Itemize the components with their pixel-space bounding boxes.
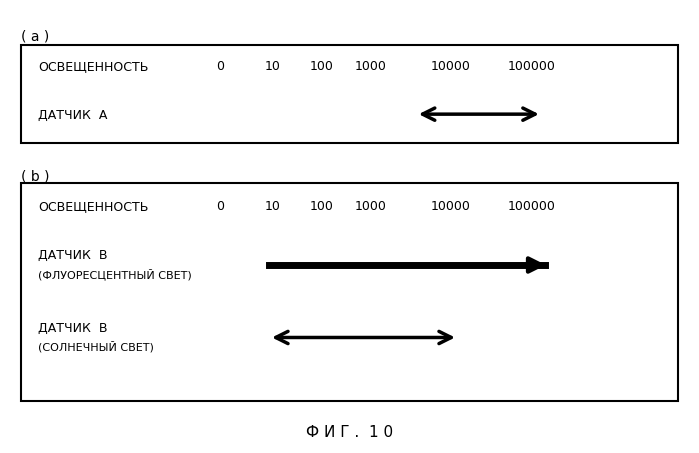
Text: 100: 100	[310, 60, 333, 73]
Text: ДАТЧИК  А: ДАТЧИК А	[38, 109, 108, 122]
Text: ОСВЕЩЕННОСТЬ: ОСВЕЩЕННОСТЬ	[38, 60, 149, 73]
Text: ОСВЕЩЕННОСТЬ: ОСВЕЩЕННОСТЬ	[38, 200, 149, 212]
Text: Ф И Г .  1 0: Ф И Г . 1 0	[306, 425, 393, 440]
Text: 1000: 1000	[354, 200, 387, 212]
Text: (СОЛНЕЧНЫЙ СВЕТ): (СОЛНЕЧНЫЙ СВЕТ)	[38, 341, 154, 352]
FancyBboxPatch shape	[21, 45, 678, 143]
Text: 10000: 10000	[431, 200, 471, 212]
Text: 1000: 1000	[354, 60, 387, 73]
Text: 100000: 100000	[507, 200, 555, 212]
FancyBboxPatch shape	[21, 183, 678, 401]
Text: (ФЛУОРЕСЦЕНТНЫЙ СВЕТ): (ФЛУОРЕСЦЕНТНЫЙ СВЕТ)	[38, 268, 192, 280]
Text: 10000: 10000	[431, 60, 471, 73]
Text: ДАТЧИК  В: ДАТЧИК В	[38, 322, 108, 335]
Text: ( b ): ( b )	[21, 170, 50, 184]
Text: 100: 100	[310, 200, 333, 212]
Text: 0: 0	[216, 200, 224, 212]
Text: ДАТЧИК  В: ДАТЧИК В	[38, 250, 108, 262]
Text: 100000: 100000	[507, 60, 555, 73]
Text: 0: 0	[216, 60, 224, 73]
Text: ( a ): ( a )	[21, 29, 49, 43]
Text: 10: 10	[265, 200, 280, 212]
Text: 10: 10	[265, 60, 280, 73]
